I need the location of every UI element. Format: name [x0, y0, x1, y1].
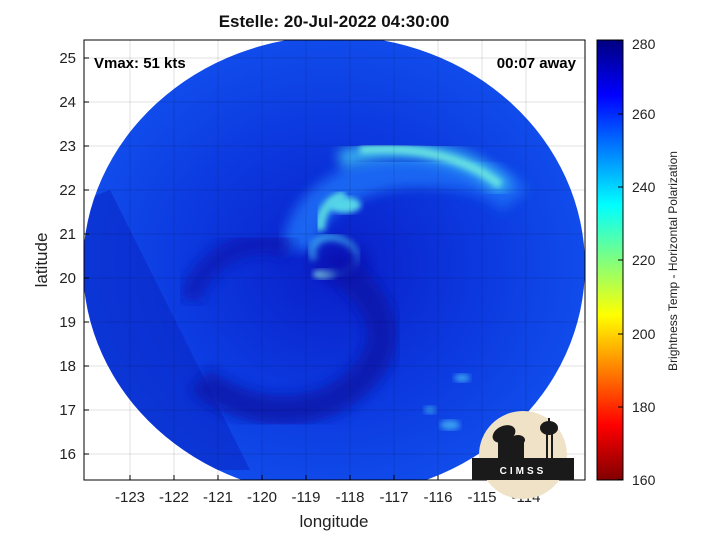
y-tick-label: 25 [59, 50, 76, 67]
x-tick-label: -118 [336, 489, 365, 506]
y-axis-label: latitude [32, 233, 51, 288]
x-tick-label: -119 [292, 489, 321, 506]
colorbar-tick-label: 240 [632, 179, 656, 195]
colorbar-label: Brightness Temp - Horizontal Polarizatio… [666, 151, 680, 371]
y-tick-label: 18 [59, 358, 76, 375]
map-grid [84, 40, 585, 480]
y-tick-label: 16 [59, 446, 76, 463]
x-tick-label: -122 [159, 489, 189, 506]
x-tick-label: -116 [424, 489, 453, 506]
y-tick-label: 17 [59, 402, 76, 419]
colorbar-tick-label: 260 [632, 106, 656, 122]
y-tick-label: 20 [59, 270, 76, 287]
colorbar-tick-label: 280 [632, 36, 656, 52]
x-tick-label: -121 [203, 489, 233, 506]
brightness-temperature-swath [84, 40, 585, 480]
colorbar-tick-label: 180 [632, 399, 656, 415]
time-away-annotation: 00:07 away [497, 55, 577, 72]
colorbar-tick-label: 160 [632, 472, 656, 488]
colorbar-tick-label: 200 [632, 326, 656, 342]
y-tick-label: 22 [59, 182, 76, 199]
axes-frame [83, 39, 586, 481]
plot-title: Estelle: 20-Jul-2022 04:30:00 [218, 12, 450, 31]
x-tick-label: -120 [247, 489, 277, 506]
vmax-annotation: Vmax: 51 kts [94, 55, 186, 72]
logo-text: CIMSS [500, 466, 547, 477]
x-axis-label: longitude [299, 512, 368, 531]
colorbar-ticks [618, 40, 623, 480]
y-tick-label: 19 [59, 314, 76, 331]
y-tick-label: 24 [59, 94, 76, 111]
colorbar-tick-label: 220 [632, 252, 656, 268]
x-tick-label: -115 [468, 489, 497, 506]
y-tick-label: 23 [59, 138, 76, 155]
x-tick-label: -117 [380, 489, 409, 506]
x-tick-label: -123 [115, 489, 145, 506]
y-tick-label: 21 [59, 226, 76, 243]
tick-marks [84, 57, 527, 480]
cimss-logo: CIMSS [472, 411, 574, 499]
